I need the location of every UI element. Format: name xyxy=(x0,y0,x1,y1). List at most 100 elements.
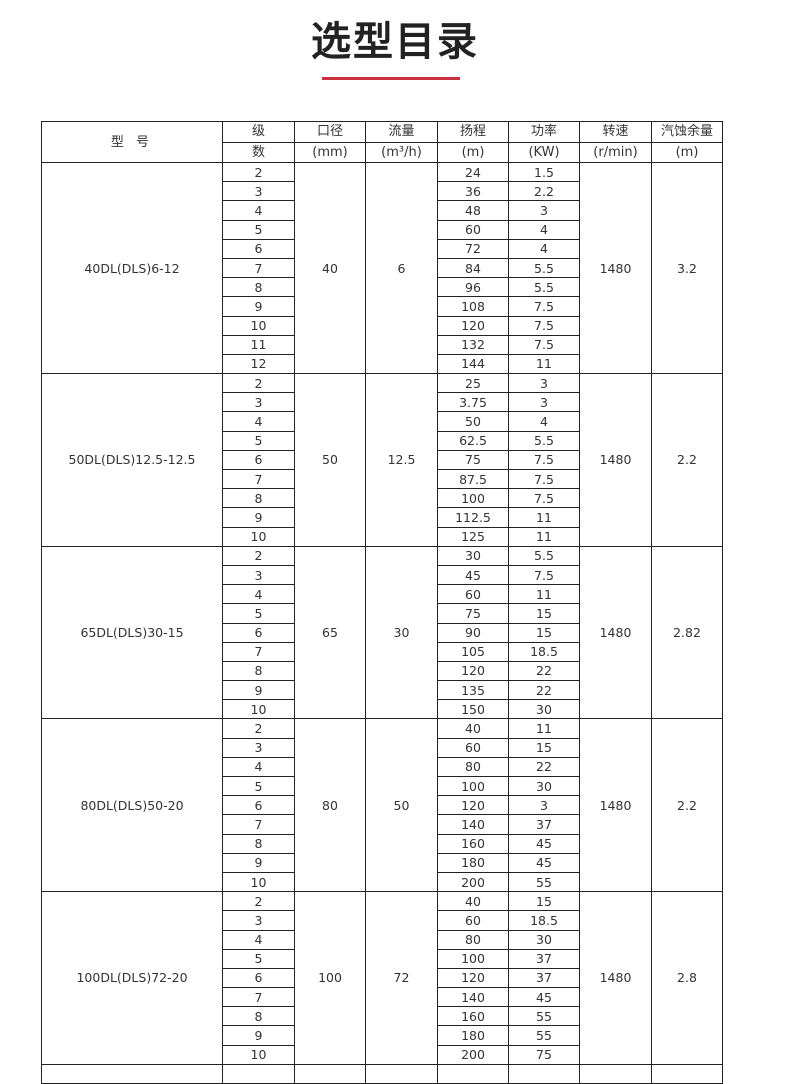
head-cell: 100 xyxy=(437,488,509,509)
power-cell: 7.5 xyxy=(508,334,580,355)
head-cell: 45 xyxy=(437,564,509,586)
power-cell: 18.5 xyxy=(508,910,580,931)
empty-cell xyxy=(651,1063,723,1084)
stages-cell: 3 xyxy=(222,181,295,202)
power-cell: 11 xyxy=(508,353,580,375)
stages-cell: 6 xyxy=(222,795,295,816)
stages-cell: 7 xyxy=(222,987,295,1008)
power-cell: 11 xyxy=(508,526,580,547)
table-row: 10 200 55 xyxy=(42,871,723,893)
flow-cell: 50 xyxy=(365,718,438,893)
head-cell: 100 xyxy=(437,948,509,969)
flow-cell: 12.5 xyxy=(365,373,438,547)
table-row: 8 100 7.5 xyxy=(42,488,723,509)
head-cell: 25 xyxy=(437,373,509,394)
head-cell: 75 xyxy=(437,449,509,471)
title-underline xyxy=(322,77,460,80)
power-cell: 3 xyxy=(508,200,580,221)
stages-cell: 9 xyxy=(222,507,295,528)
table-row: 10 200 75 xyxy=(42,1044,723,1065)
head-cell: 60 xyxy=(437,737,509,758)
head-cell: 120 xyxy=(437,967,509,989)
table-row: 9 180 55 xyxy=(42,1025,723,1046)
head-cell: 90 xyxy=(437,622,509,643)
header-head-unit: (m) xyxy=(437,141,509,163)
head-cell: 3.75 xyxy=(437,392,509,413)
diameter-cell: 50 xyxy=(294,373,366,547)
stages-cell: 10 xyxy=(222,871,295,893)
stages-cell: 8 xyxy=(222,488,295,509)
table-row: 50DL(DLS)12.5-12.5 2 50 12.5 25 3 1480 2.2 xyxy=(41,373,723,547)
head-cell: 120 xyxy=(437,660,509,682)
table-row: 6 75 7.5 xyxy=(42,449,723,471)
stages-cell: 10 xyxy=(222,315,295,336)
stages-cell: 7 xyxy=(222,257,295,279)
stages-cell: 7 xyxy=(222,468,295,490)
stages-cell: 4 xyxy=(222,756,295,778)
table-row: 6 72 4 xyxy=(42,238,723,259)
stages-cell: 10 xyxy=(222,526,295,547)
speed-cell: 1480 xyxy=(579,161,652,375)
header-speed-unit: (r/min) xyxy=(579,141,652,163)
table-row: 40DL(DLS)6-12 2 40 6 24 1.5 1480 3.2 xyxy=(41,161,723,375)
stages-cell: 2 xyxy=(222,161,295,183)
table-row: 8 160 55 xyxy=(42,1006,723,1027)
power-cell: 55 xyxy=(508,1025,580,1046)
table-row: 9 135 22 xyxy=(42,680,723,701)
stages-cell: 5 xyxy=(222,430,295,451)
head-cell: 120 xyxy=(437,315,509,336)
stages-cell: 6 xyxy=(222,967,295,989)
power-cell: 15 xyxy=(508,891,580,912)
stages-cell: 4 xyxy=(222,929,295,950)
stages-cell: 9 xyxy=(222,852,295,873)
stages-cell: 9 xyxy=(222,680,295,701)
table-row: 6 120 3 xyxy=(42,795,723,816)
empty-cell xyxy=(294,1063,366,1084)
stages-cell: 3 xyxy=(222,737,295,758)
power-cell: 11 xyxy=(508,507,580,528)
table-row: 4 50 4 xyxy=(42,411,723,432)
power-cell: 1.5 xyxy=(508,161,580,183)
head-cell: 144 xyxy=(437,353,509,375)
power-cell: 4 xyxy=(508,219,580,240)
power-cell: 5.5 xyxy=(508,430,580,451)
head-cell: 96 xyxy=(437,277,509,298)
empty-cell xyxy=(222,1063,295,1084)
empty-cell xyxy=(365,1063,438,1084)
power-cell: 37 xyxy=(508,948,580,969)
empty-cell xyxy=(579,1063,652,1084)
power-cell: 55 xyxy=(508,871,580,893)
head-cell: 40 xyxy=(437,891,509,912)
power-cell: 45 xyxy=(508,987,580,1008)
stages-cell: 7 xyxy=(222,641,295,662)
power-cell: 5.5 xyxy=(508,277,580,298)
table-row-partial xyxy=(41,1063,723,1084)
head-cell: 105 xyxy=(437,641,509,662)
head-cell: 60 xyxy=(437,584,509,605)
power-cell: 3 xyxy=(508,392,580,413)
head-cell: 60 xyxy=(437,219,509,240)
head-cell: 125 xyxy=(437,526,509,547)
model-cell: 65DL(DLS)30-15 xyxy=(41,545,223,720)
flow-cell: 30 xyxy=(365,545,438,720)
table-row: 5 100 30 xyxy=(42,775,723,797)
head-cell: 120 xyxy=(437,795,509,816)
head-cell: 48 xyxy=(437,200,509,221)
power-cell: 5.5 xyxy=(508,257,580,279)
header-stages: 级 xyxy=(222,121,295,143)
power-cell: 37 xyxy=(508,814,580,835)
power-cell: 30 xyxy=(508,775,580,797)
table-row: 8 120 22 xyxy=(42,660,723,682)
speed-cell: 1480 xyxy=(579,718,652,893)
selection-table: 型 号 级 口径 流量 扬程 功率 转速 汽蚀余量 数 (mm) (m³/h) … xyxy=(41,121,723,1084)
table-row: 8 160 45 xyxy=(42,833,723,854)
table-row: 4 80 30 xyxy=(42,929,723,950)
header-row-2: 数 (mm) (m³/h) (m) (KW) (r/min) (m) xyxy=(42,141,723,163)
stages-cell: 3 xyxy=(222,910,295,931)
header-npsh: 汽蚀余量 xyxy=(651,121,723,143)
table-row: 3 3.75 3 xyxy=(42,392,723,413)
stages-cell: 10 xyxy=(222,1044,295,1065)
head-cell: 60 xyxy=(437,910,509,931)
power-cell: 11 xyxy=(508,718,580,739)
npsh-cell: 2.8 xyxy=(651,891,723,1065)
